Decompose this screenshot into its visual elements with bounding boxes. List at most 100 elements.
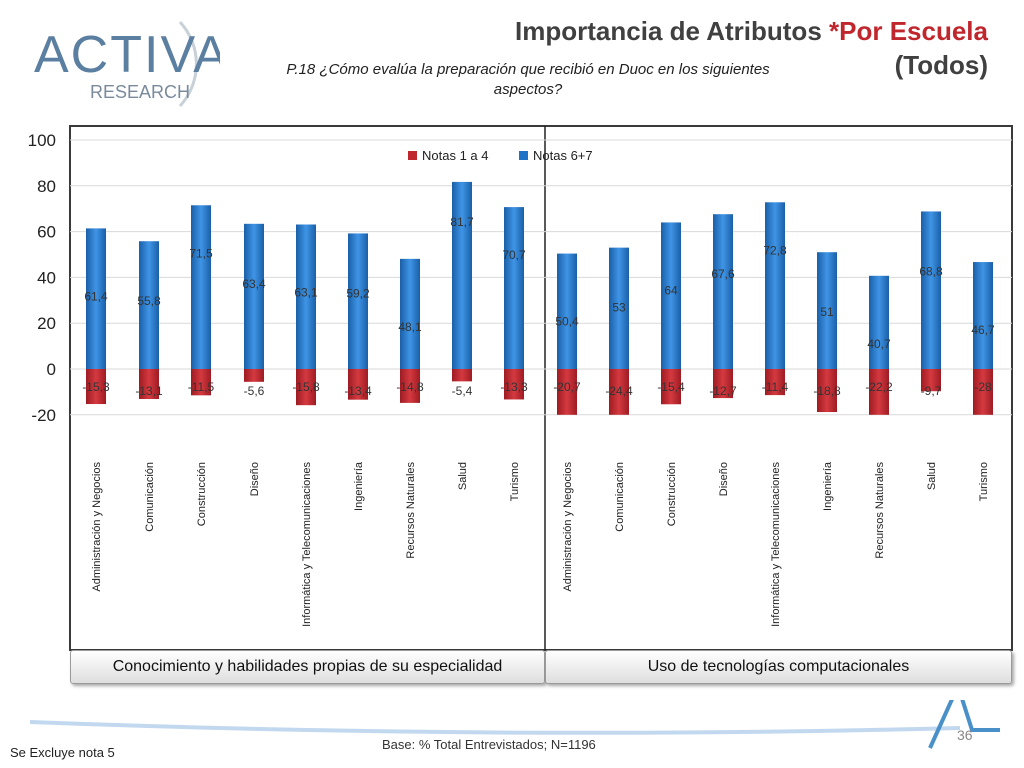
data-label-positive: 48,1: [398, 320, 422, 334]
bar-notas-6-7: [296, 224, 316, 369]
data-label-negative: -15,8: [292, 380, 320, 394]
group-label-conocimiento: Conocimiento y habilidades propias de su…: [70, 650, 545, 684]
data-label-positive: 67,6: [711, 267, 735, 281]
bar-notas-1-4: [921, 369, 941, 392]
title-main: Importancia de Atributos: [515, 16, 830, 46]
data-label-negative: -22,2: [865, 380, 893, 394]
category-label: Informática y Telecomunicaciones: [301, 462, 313, 627]
bar-notas-6-7: [400, 258, 420, 369]
data-label-negative: -5,6: [244, 384, 265, 398]
data-label-positive: 51: [820, 305, 834, 319]
data-label-positive: 81,7: [450, 215, 474, 229]
category-label: Recursos Naturales: [405, 462, 417, 559]
data-label-positive: 46,7: [971, 323, 995, 337]
title-accent: *Por Escuela: [829, 16, 988, 46]
legend-label: Notas 6+7: [533, 148, 593, 163]
group-label-tecnologias: Uso de tecnologías computacionales: [545, 650, 1012, 684]
data-label-positive: 61,4: [84, 289, 108, 303]
bar-notas-1-4: [557, 369, 577, 415]
footer-logo-icon: [928, 700, 1000, 749]
bar-notas-6-7: [139, 241, 159, 369]
data-label-positive: 68,8: [919, 264, 943, 278]
y-tick-label: 80: [37, 177, 56, 196]
footnote: Se Excluye nota 5: [10, 745, 115, 760]
data-label-negative: -11,5: [188, 380, 215, 394]
category-label: Salud: [457, 462, 469, 490]
bar-notas-6-7: [348, 233, 368, 369]
category-label: Administración y Negocios: [562, 462, 574, 592]
bar-notas-6-7: [869, 275, 889, 369]
activa-research-logo: ACTIVA RESEARCH: [34, 20, 220, 108]
legend-label: Notas 1 a 4: [422, 148, 489, 163]
bar-notas-1-4: [713, 369, 733, 399]
y-tick-label: 0: [47, 360, 56, 379]
data-label-negative: -18,8: [813, 384, 841, 398]
data-label-positive: 50,4: [555, 315, 579, 329]
y-tick-label: -20: [31, 406, 56, 425]
y-tick-label: 60: [37, 223, 56, 242]
data-label-positive: 55,8: [137, 294, 161, 308]
data-label-negative: -9,7: [921, 384, 942, 398]
category-label: Turismo: [509, 462, 521, 501]
data-label-positive: 70,7: [502, 248, 526, 262]
logo-arc-icon: [178, 20, 198, 108]
bar-notas-6-7: [191, 205, 211, 369]
category-label: Comunicación: [144, 462, 156, 532]
category-label: Ingeniería: [822, 461, 834, 511]
bar-notas-6-7: [452, 181, 472, 369]
category-label: Recursos Naturales: [874, 462, 886, 559]
data-label-positive: 40,7: [867, 337, 891, 351]
bar-notas-1-4: [400, 369, 420, 403]
data-label-positive: 53: [612, 301, 626, 315]
bar-notas-1-4: [817, 369, 837, 413]
data-label-positive: 63,1: [294, 286, 318, 300]
data-label-negative: -11,4: [762, 380, 789, 394]
data-label-negative: -13,4: [344, 384, 372, 398]
y-tick-label: 100: [28, 131, 56, 150]
bar-notas-1-4: [139, 369, 159, 399]
bar-notas-1-4: [765, 369, 785, 396]
data-label-negative: -15,3: [82, 380, 110, 394]
bar-notas-1-4: [348, 369, 368, 400]
plot-frame: [69, 125, 1013, 651]
bar-notas-6-7: [661, 222, 681, 369]
category-label: Turismo: [978, 462, 990, 501]
bar-notas-1-4: [504, 369, 524, 400]
data-label-negative: -28: [974, 380, 992, 394]
legend-swatch: [408, 151, 417, 160]
bar-notas-6-7: [817, 252, 837, 369]
y-tick-label: 40: [37, 268, 56, 287]
question-text: P.18 ¿Cómo evalúa la preparación que rec…: [286, 61, 770, 98]
bar-notas-6-7: [609, 247, 629, 369]
bar-notas-6-7: [244, 223, 264, 369]
bar-notas-6-7: [713, 214, 733, 369]
bar-notas-1-4: [296, 369, 316, 406]
data-label-negative: -14,8: [396, 380, 424, 394]
base-note: Base: % Total Entrevistados; N=1196: [382, 737, 596, 752]
bar-notas-6-7: [765, 202, 785, 369]
data-label-negative: -5,4: [452, 384, 473, 398]
data-label-negative: -15,4: [657, 380, 685, 394]
category-label: Informática y Telecomunicaciones: [770, 462, 782, 627]
footer-swoosh: [29, 700, 1000, 749]
bar-notas-1-4: [86, 369, 106, 405]
data-label-negative: -12,7: [709, 384, 737, 398]
title-line2: (Todos): [894, 50, 988, 80]
bar-notas-6-7: [557, 253, 577, 369]
category-label: Construcción: [196, 462, 208, 526]
category-label: Diseño: [249, 462, 261, 496]
logo-main-text: ACTIVA: [34, 26, 220, 84]
bar-notas-6-7: [921, 211, 941, 369]
data-label-positive: 72,8: [763, 243, 787, 257]
page-title: Importancia de Atributos *Por Escuela (T…: [428, 14, 988, 82]
category-label: Salud: [926, 462, 938, 490]
category-label: Construcción: [666, 462, 678, 526]
bar-notas-1-4: [661, 369, 681, 405]
data-label-negative: -24,4: [605, 384, 633, 398]
bar-notas-1-4: [869, 369, 889, 415]
y-tick-label: 20: [37, 314, 56, 333]
category-label: Administración y Negocios: [91, 462, 103, 592]
bar-notas-1-4: [973, 369, 993, 415]
data-label-negative: -13,1: [135, 384, 163, 398]
page-number: 36: [957, 727, 973, 743]
